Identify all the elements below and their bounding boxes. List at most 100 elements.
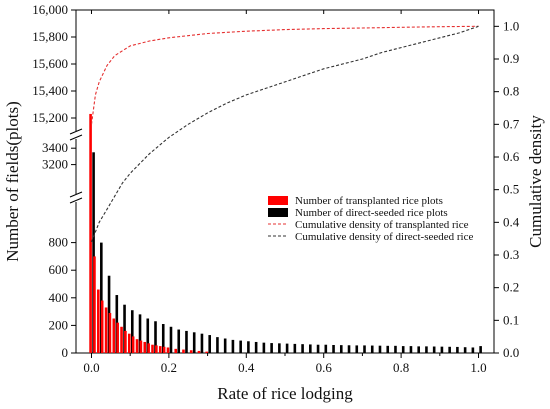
y2-tick-label: 0.3 (503, 247, 519, 262)
cumulative-line-transplanted (90, 25, 479, 125)
bar-transplanted (139, 340, 143, 353)
bar-transplanted (155, 345, 158, 353)
y-axis-title: Number of fields(plots) (3, 101, 22, 262)
x-tick-label: 1.0 (470, 360, 486, 375)
axes-layer: 0.0 0.2 0.4 0.6 0.8 1.0 0 200 400 600 800 3200 3400 1… (32, 2, 520, 375)
y-tick-label: 15,400 (32, 83, 68, 98)
x-tick-label: 0.8 (393, 360, 409, 375)
bar-transplanted (97, 289, 100, 353)
x-tick-label: 0.0 (83, 360, 99, 375)
axis-break-gap (71, 131, 83, 139)
y2-tick-label: 0.2 (503, 280, 519, 295)
axis-break-mark (69, 134, 83, 141)
y-tick-label: 200 (49, 317, 69, 332)
bar-direct-seeded (192, 332, 196, 353)
plot-frame (75, 9, 495, 354)
lines-layer (90, 25, 479, 243)
bar-direct-seeded (339, 345, 343, 353)
y-tick-label: 15,200 (32, 110, 68, 125)
y2-tick-label: 0.5 (503, 182, 519, 197)
y-tick-label: 3400 (42, 140, 68, 155)
bar-transplanted (131, 336, 135, 353)
y2-tick-label: 0.7 (503, 116, 520, 131)
bar-direct-seeded (316, 344, 320, 353)
bar-direct-seeded (216, 337, 219, 353)
bar-transplanted (166, 347, 170, 353)
legend: Number of transplanted rice plotsNumber … (268, 195, 473, 243)
bar-transplanted (116, 322, 119, 353)
bar-transplanted (104, 307, 108, 353)
bar-direct-seeded (409, 346, 413, 353)
bar-direct-seeded (169, 326, 173, 353)
bar-direct-seeded (471, 347, 475, 353)
axis-break-mark (69, 128, 83, 135)
axis-break-gap (71, 194, 83, 202)
bar-direct-seeded (278, 343, 281, 353)
bar-direct-seeded (254, 341, 258, 353)
plot-frame-layer (75, 9, 495, 354)
bar-direct-seeded (154, 321, 157, 353)
bar-direct-seeded (479, 346, 482, 353)
bar-transplanted (189, 350, 193, 353)
bar-direct-seeded (270, 343, 273, 353)
bar-direct-seeded (301, 344, 304, 353)
x-tick-label: 0.2 (161, 360, 177, 375)
bar-direct-seeded (262, 342, 266, 353)
bar-direct-seeded (363, 345, 366, 353)
legend-label: Cumulative density of transplanted rice (295, 219, 469, 231)
bar-direct-seeded (355, 345, 359, 353)
bar-direct-seeded (100, 242, 103, 353)
y2-tick-label: 0.0 (503, 345, 519, 360)
y2-axis-title: Cumulative density (526, 115, 545, 248)
bar-direct-seeded (208, 335, 211, 353)
bar-direct-seeded (425, 346, 428, 353)
legend-label: Cumulative density of direct-seeded rice (295, 231, 473, 243)
x-tick-label: 0.4 (238, 360, 255, 375)
bar-direct-seeded (347, 345, 351, 353)
bar-transplanted (162, 346, 166, 353)
bar-transplanted (108, 312, 112, 353)
y-tick-label: 0 (62, 345, 69, 360)
bar-direct-seeded (200, 333, 204, 353)
bar-transplanted (205, 351, 208, 353)
bar-direct-seeded (247, 341, 250, 353)
y-tick-label: 15,600 (32, 56, 68, 71)
y2-tick-label: 0.6 (503, 149, 520, 164)
bar-direct-seeded (332, 344, 335, 353)
legend-swatch-transplanted (268, 196, 288, 205)
y-tick-label: 3200 (42, 157, 68, 172)
y-tick-label: 800 (49, 235, 69, 250)
bar-direct-seeded (324, 344, 328, 353)
y2-tick-label: 1.0 (503, 18, 519, 33)
bar-transplanted (127, 333, 131, 353)
y2-tick-label: 0.8 (503, 84, 519, 99)
bar-direct-seeded (456, 346, 459, 353)
y-tick-label: 16,000 (32, 2, 68, 17)
bar-direct-seeded (401, 346, 405, 353)
bar-direct-seeded (309, 344, 312, 353)
bars-layer (89, 113, 482, 353)
cumulative-line-direct-seeded (90, 25, 479, 243)
bar-transplanted (147, 343, 150, 353)
axis-break-mark (69, 191, 83, 198)
bar-direct-seeded (463, 347, 467, 353)
bar-transplanted (151, 344, 154, 353)
bar-direct-seeded (231, 339, 235, 353)
y2-tick-label: 0.9 (503, 51, 519, 66)
bar-direct-seeded (448, 346, 451, 353)
bar-direct-seeded (146, 318, 150, 353)
legend-label: Number of transplanted rice plots (295, 195, 443, 207)
bar-transplanted (120, 326, 123, 353)
bar-direct-seeded (161, 324, 165, 353)
bar-direct-seeded (370, 345, 374, 353)
bar-direct-seeded (432, 346, 436, 353)
bar-transplanted (143, 341, 147, 353)
x-axis-title: Rate of rice lodging (217, 384, 353, 403)
bar-direct-seeded (378, 345, 382, 353)
bar-direct-seeded (123, 304, 126, 353)
bar-transplanted (93, 256, 96, 353)
y2-tick-label: 0.4 (503, 214, 520, 229)
bar-direct-seeded (138, 314, 142, 353)
y-tick-label: 400 (49, 290, 69, 305)
